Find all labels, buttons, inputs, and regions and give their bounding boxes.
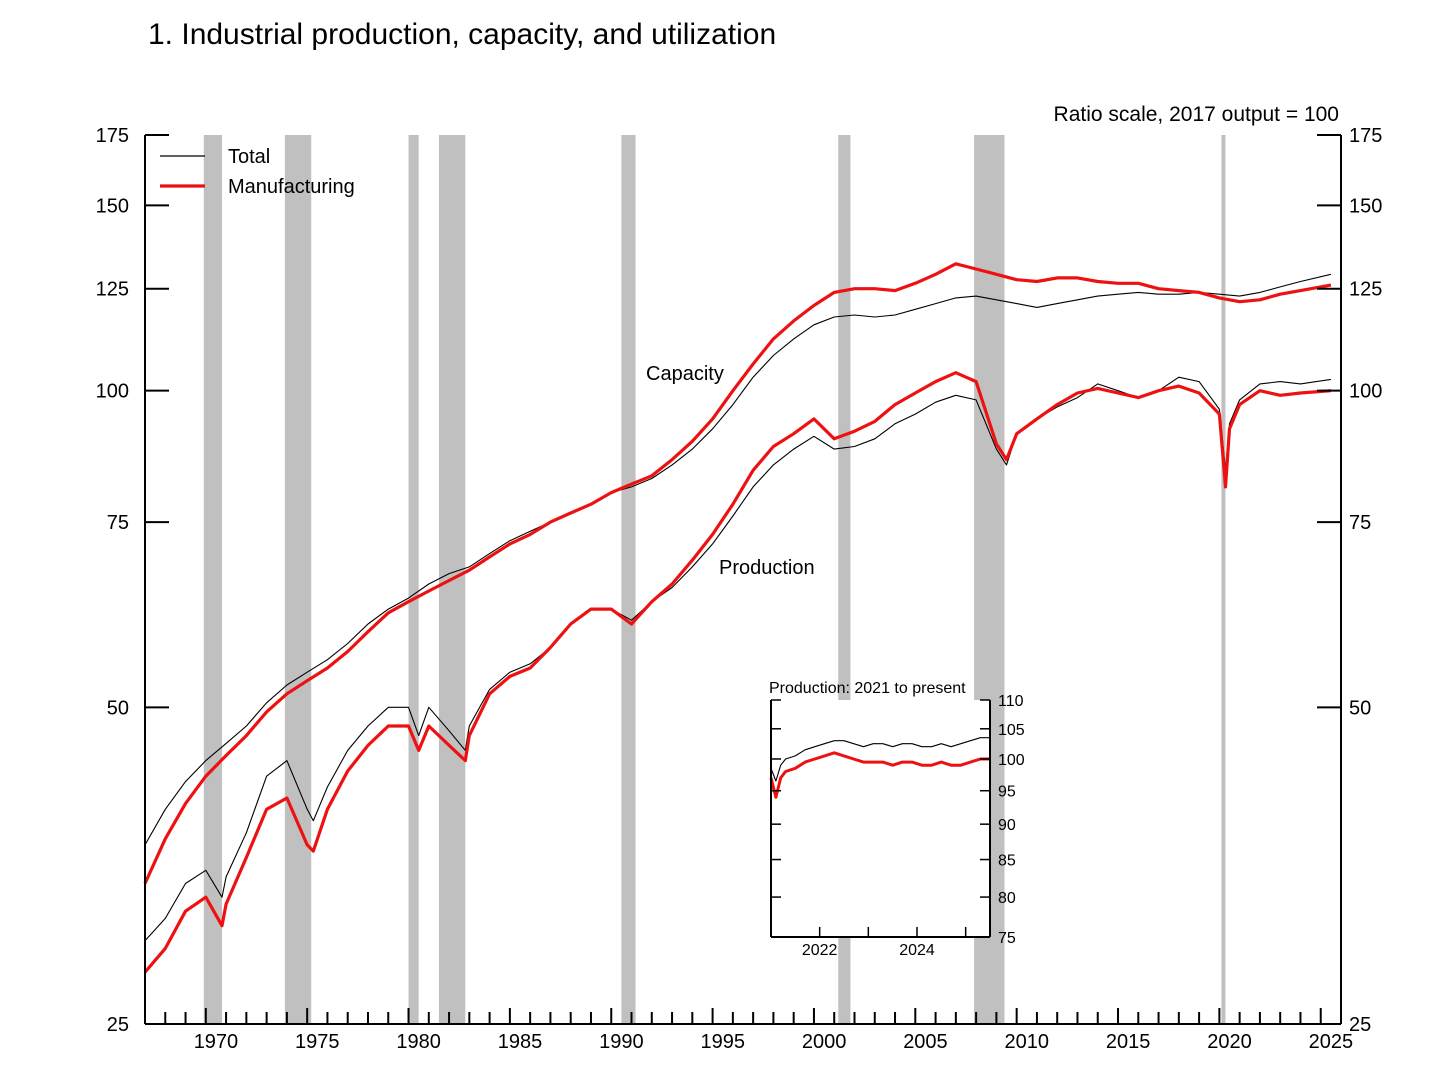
x-tick-label: 2010 [1005,1031,1050,1053]
inset-axes [770,699,991,938]
inset-y-tick-label: 100 [998,752,1025,769]
inset-manufacturing-line [769,751,990,799]
inset-title: Production: 2021 to present [769,680,966,697]
production-annotation: Production [719,557,815,579]
chart-title: 1. Industrial production, capacity, and … [148,18,777,51]
x-tick-label: 1980 [396,1031,441,1053]
capacity-annotation: Capacity [646,363,724,385]
recession-band [1221,135,1226,1024]
inset-background [771,700,990,937]
inset-y-tick-label: 110 [998,693,1024,710]
recession-band [408,135,419,1024]
x-tick-label: 2000 [802,1031,847,1053]
recession-band [284,135,312,1024]
y-tick-label-right: 175 [1349,125,1382,147]
inset-tick-labels: 75 80 85 90 95 100 105 110 2022 2024 [802,693,1025,959]
x-tick-label: 1985 [498,1031,543,1053]
inset-y-tick-label: 85 [998,853,1016,870]
inset-y-tick-label: 105 [998,722,1025,739]
y-tick-label-left: 125 [96,279,129,301]
capacity-manufacturing-line [143,262,1332,885]
capacity-total-line [144,273,1332,846]
x-tick-label: 2025 [1309,1031,1354,1053]
main-axes [144,134,1342,1025]
main-series-lines [143,262,1332,974]
y-tick-label-left: 25 [107,1014,129,1036]
y-tick-label-right: 50 [1349,697,1371,719]
x-tick-label: 1975 [295,1031,340,1053]
inset-y-tick-label: 95 [998,784,1016,801]
inset-chart: Production: 2021 to present 75 80 85 90 95 10… [769,680,1025,959]
y-tick-label-left: 75 [107,512,129,534]
inset-x-tick-label: 2022 [802,942,838,959]
y-tick-label-right: 100 [1349,381,1382,403]
x-tick-label: 1970 [194,1031,239,1053]
x-tick-label: 2020 [1207,1031,1252,1053]
inset-y-tick-label: 90 [998,817,1016,834]
y-tick-label-left: 150 [96,195,129,217]
x-tick-label: 1995 [700,1031,745,1053]
inset-y-tick-label: 75 [998,930,1016,947]
x-tick-label: 2015 [1106,1031,1151,1053]
y-tick-label-right: 150 [1349,195,1382,217]
recession-band [621,135,636,1024]
legend-label-total: Total [228,146,270,168]
y-tick-label-left: 100 [96,381,129,403]
production-total-line [144,376,1331,942]
inset-x-tick-label: 2024 [899,942,935,959]
scale-note: Ratio scale, 2017 output = 100 [1053,103,1339,126]
recession-band [203,135,223,1024]
inset-series-lines [769,737,990,799]
y-tick-label-right: 75 [1349,512,1371,534]
production-manufacturing-line [143,371,1332,974]
y-tick-label-left: 175 [96,125,129,147]
inset-total-line [770,737,990,782]
y-tick-label-left: 50 [107,697,129,719]
x-tick-label: 1990 [599,1031,644,1053]
legend-label-manufacturing: Manufacturing [228,176,355,198]
inset-y-tick-label: 80 [998,890,1016,907]
recession-bands [203,135,1226,1024]
y-tick-label-right: 25 [1349,1014,1371,1036]
main-tick-labels: 25 25 50 50 75 75 100 100 125 125 150 150 175 175 1970… [96,125,1383,1053]
y-tick-label-right: 125 [1349,279,1382,301]
legend: Total Manufacturing [160,146,355,198]
x-tick-label: 2005 [903,1031,948,1053]
